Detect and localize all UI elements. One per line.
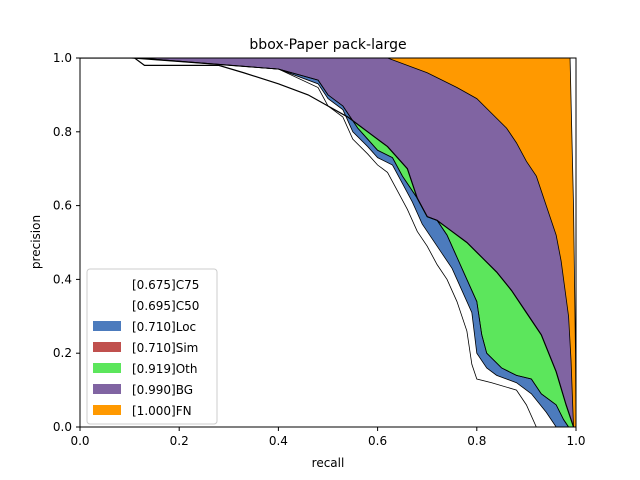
- legend-label: [1.000]FN: [132, 404, 192, 418]
- legend-swatch: [93, 342, 121, 352]
- legend-swatch: [93, 384, 121, 394]
- x-axis-ticks: 0.0 0.2 0.4 0.6 0.8 1.0: [70, 427, 586, 448]
- x-tick-label: 0.2: [170, 434, 189, 448]
- legend-label: [0.990]BG: [132, 383, 193, 397]
- legend-label: [0.710]Loc: [132, 320, 196, 334]
- boundary-c75: [80, 58, 537, 427]
- legend-swatch: [93, 363, 121, 373]
- x-tick-label: 0.6: [368, 434, 387, 448]
- legend-label: [0.675]C75: [132, 278, 199, 292]
- x-tick-label: 1.0: [566, 434, 585, 448]
- x-tick-label: 0.0: [70, 434, 89, 448]
- legend-label: [0.695]C50: [132, 299, 199, 313]
- legend-swatch: [93, 321, 121, 331]
- y-tick-label: 0.6: [53, 199, 72, 213]
- legend-label: [0.919]Oth: [132, 362, 197, 376]
- legend-swatch: [93, 405, 121, 415]
- x-axis-label: recall: [312, 456, 345, 470]
- legend-label: [0.710]Sim: [132, 341, 198, 355]
- y-axis-label: precision: [29, 215, 43, 269]
- chart-title: bbox-Paper pack-large: [249, 37, 406, 53]
- y-tick-label: 0.8: [53, 125, 72, 139]
- y-tick-label: 0.2: [53, 346, 72, 360]
- x-tick-label: 0.8: [467, 434, 486, 448]
- x-tick-label: 0.4: [269, 434, 288, 448]
- legend-swatch: [93, 279, 121, 289]
- y-axis-ticks: 0.0 0.2 0.4 0.6 0.8 1.0: [53, 51, 80, 434]
- boundary-bg: [80, 58, 574, 427]
- y-tick-label: 1.0: [53, 51, 72, 65]
- plot-frame: [79, 57, 577, 428]
- legend-swatch: [93, 300, 121, 310]
- y-tick-label: 0.4: [53, 272, 72, 286]
- boundary-c50: [80, 58, 557, 427]
- y-tick-label: 0.0: [53, 420, 72, 434]
- legend: [0.675]C75 [0.695]C50 [0.710]Loc [0.710]Sim…: [86, 268, 218, 425]
- boundary-oth: [80, 58, 575, 427]
